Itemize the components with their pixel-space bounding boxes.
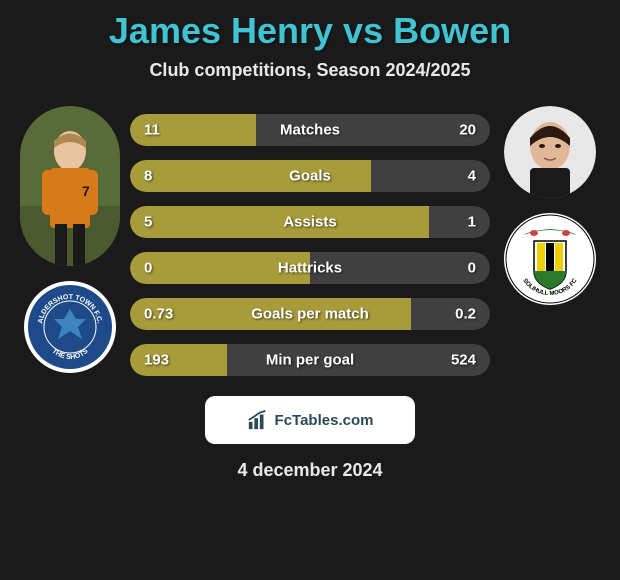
- stat-value-right: 20: [459, 122, 476, 139]
- stat-value-right: 524: [451, 352, 476, 369]
- stat-value-left: 5: [144, 214, 152, 231]
- stat-value-left: 11: [144, 122, 160, 139]
- right-side: SOLIHULL MOORS FC: [500, 106, 600, 305]
- stat-value-right: 0: [468, 260, 476, 277]
- stat-value-right: 4: [468, 168, 476, 185]
- comparison-panel: 7 ALDERSHOT TOWN F.C. THE SHOTS 11 20 Matc…: [0, 106, 620, 376]
- stat-row: 5 1 Assists: [130, 206, 490, 238]
- stat-bar-right: [429, 206, 490, 238]
- stat-label: Goals per match: [251, 306, 369, 323]
- stat-bar-left: [130, 206, 429, 238]
- club-left-logo: ALDERSHOT TOWN F.C. THE SHOTS: [24, 281, 116, 373]
- stat-value-left: 8: [144, 168, 152, 185]
- stats-bars: 11 20 Matches 8 4 Goals 5 1 Assists 0 0 Hattricks 0.…: [130, 106, 490, 376]
- stat-value-left: 0.73: [144, 306, 173, 323]
- stat-row: 8 4 Goals: [130, 160, 490, 192]
- chart-icon: [247, 409, 269, 431]
- date-text: 4 december 2024: [0, 460, 620, 481]
- stat-row: 193 524 Min per goal: [130, 344, 490, 376]
- stat-label: Goals: [289, 168, 331, 185]
- stat-value-right: 1: [468, 214, 476, 231]
- footer-brand-text: FcTables.com: [275, 412, 374, 429]
- stat-row: 11 20 Matches: [130, 114, 490, 146]
- stat-row: 0.73 0.2 Goals per match: [130, 298, 490, 330]
- stat-value-right: 0.2: [455, 306, 476, 323]
- svg-text:7: 7: [82, 183, 90, 199]
- stat-value-left: 0: [144, 260, 152, 277]
- left-side: 7 ALDERSHOT TOWN F.C. THE SHOTS: [20, 106, 120, 373]
- stat-bar-right: [411, 298, 490, 330]
- stat-label: Assists: [283, 214, 336, 231]
- stat-label: Min per goal: [266, 352, 354, 369]
- club-right-logo: SOLIHULL MOORS FC: [504, 213, 596, 305]
- footer-brand: FcTables.com: [205, 396, 415, 444]
- stat-value-left: 193: [144, 352, 169, 369]
- stat-label: Matches: [280, 122, 340, 139]
- player-right-photo: [504, 106, 596, 198]
- stat-label: Hattricks: [278, 260, 342, 277]
- container: James Henry vs Bowen Club competitions, …: [0, 0, 620, 580]
- stat-bar-left: [130, 160, 371, 192]
- page-title: James Henry vs Bowen: [0, 10, 620, 52]
- player-left-photo: 7: [20, 106, 120, 266]
- stat-row: 0 0 Hattricks: [130, 252, 490, 284]
- subtitle: Club competitions, Season 2024/2025: [0, 60, 620, 81]
